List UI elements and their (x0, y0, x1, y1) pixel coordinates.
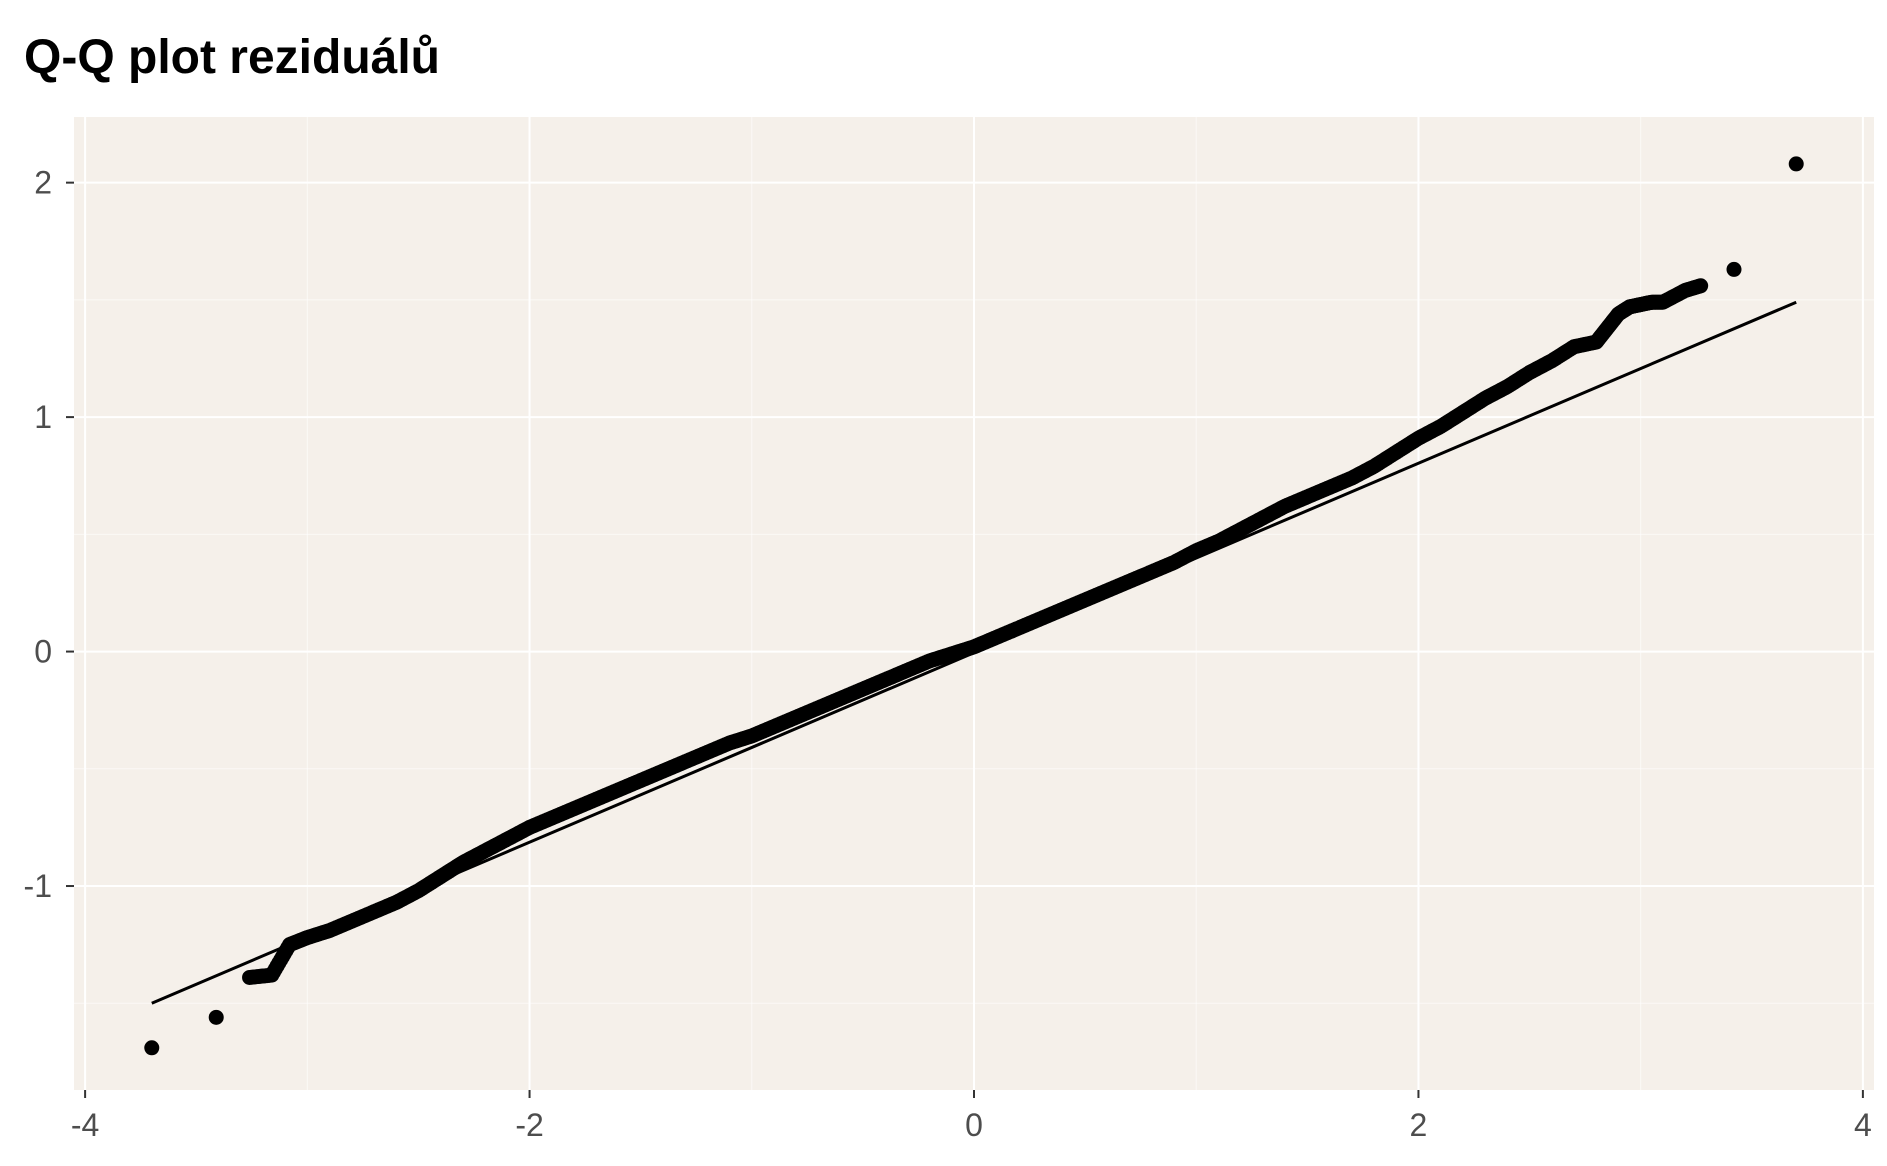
x-axis-ticks: -4 -2 0 2 4 (71, 1090, 1872, 1143)
x-tick-label: 4 (1854, 1107, 1872, 1143)
reference-line (151, 300, 1797, 1005)
x-tick-label: -4 (71, 1107, 99, 1143)
x-tick-label: -2 (515, 1107, 543, 1143)
major-gridlines (74, 117, 1874, 1090)
x-tick-label: 0 (965, 1107, 983, 1143)
data-points (144, 156, 1804, 1056)
y-tick-label: 2 (34, 165, 52, 201)
data-point (144, 1040, 160, 1056)
chart-title: Q-Q plot reziduálů (24, 31, 440, 84)
y-tick-label: -1 (24, 868, 52, 904)
data-point (208, 1009, 224, 1025)
data-point (1726, 261, 1742, 277)
y-axis-ticks: -1 0 1 2 (24, 165, 74, 904)
data-point-dense (1691, 278, 1707, 294)
y-tick-label: 1 (34, 399, 52, 435)
y-tick-label: 0 (34, 634, 52, 670)
data-point (1788, 156, 1804, 172)
x-tick-label: 2 (1410, 1107, 1428, 1143)
